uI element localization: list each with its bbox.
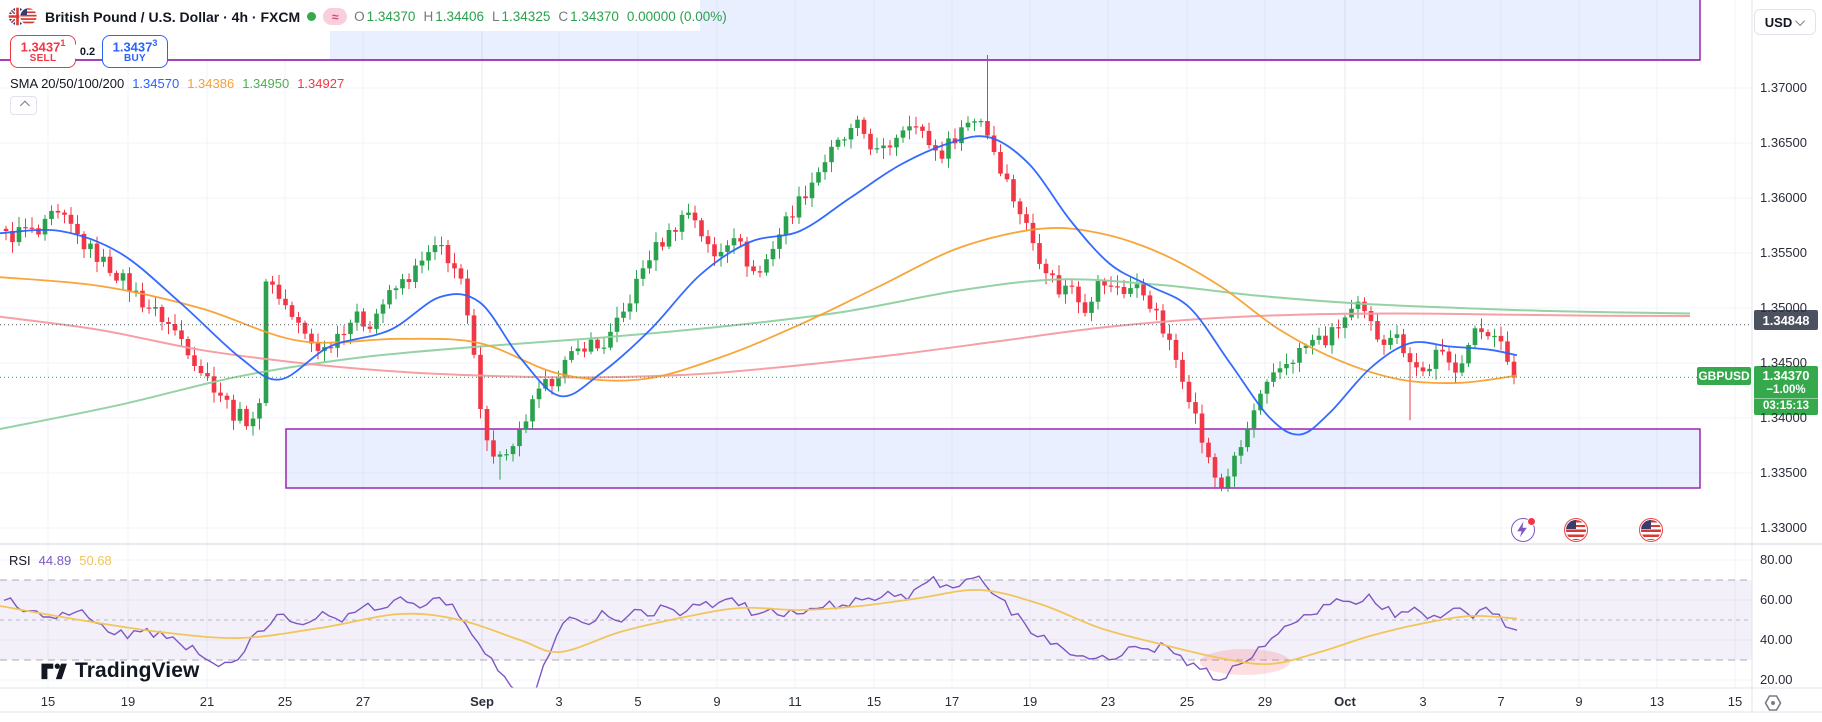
timezone-hexagon-icon[interactable] xyxy=(1761,691,1785,720)
price-scale-label: 1.36000 xyxy=(1760,190,1807,205)
price-scale-label: 1.33000 xyxy=(1760,520,1807,535)
buy-button[interactable]: 1.34373 BUY xyxy=(102,35,168,68)
change-value: 0.00000 (0.00%) xyxy=(626,9,727,24)
price-scale-label: 1.35500 xyxy=(1760,245,1807,260)
price-scale-label: 1.36500 xyxy=(1760,135,1807,150)
time-axis-label: 5 xyxy=(634,694,642,709)
tradingview-logo[interactable]: TradingView xyxy=(40,659,199,683)
candle-countdown: 03:15:13 xyxy=(1754,398,1818,414)
price-scale-label: 1.34000 xyxy=(1760,410,1807,425)
time-axis-label: 21 xyxy=(199,694,215,709)
sma-20-line xyxy=(0,135,1518,436)
price-scale-label: 1.34500 xyxy=(1760,355,1807,370)
candlestick-series xyxy=(3,55,1517,492)
economic-event-us-flag-icon[interactable] xyxy=(1639,518,1663,542)
price-scale-label: 1.37000 xyxy=(1760,80,1807,95)
symbol-header: British Pound / U.S. Dollar · 4h · FXCM … xyxy=(8,7,727,26)
prev-close-price-badge: 1.34848 xyxy=(1754,310,1818,330)
chevron-down-icon xyxy=(1795,15,1806,26)
time-axis-label: 3 xyxy=(1419,694,1427,709)
tradingview-logo-text: TradingView xyxy=(75,659,200,682)
current-price-badge: 1.34370 −1.00% 03:15:13 xyxy=(1754,366,1818,415)
sma50-value: 1.34386 xyxy=(187,76,235,91)
sma20-value: 1.34570 xyxy=(132,76,180,91)
time-axis-label: 15 xyxy=(866,694,882,709)
time-axis-label: 25 xyxy=(1179,694,1195,709)
spread-value: 0.2 xyxy=(74,44,101,59)
market-status-dot xyxy=(307,12,317,21)
tradingview-logo-mark xyxy=(41,663,67,680)
rsi-label: RSI xyxy=(9,553,31,568)
collapse-indicator-button[interactable] xyxy=(10,96,37,115)
sma100-value: 1.34950 xyxy=(242,76,290,91)
price-scale-label: 1.33500 xyxy=(1760,465,1807,480)
sell-button[interactable]: 1.34371 SELL xyxy=(10,35,76,68)
rsi-ma-value: 50.68 xyxy=(79,553,112,568)
price-scale-label: 20.00 xyxy=(1760,672,1793,687)
sma200-value: 1.34927 xyxy=(297,76,345,91)
rsi-value: 44.89 xyxy=(38,553,72,568)
gridlines xyxy=(0,0,1752,688)
ohlc-values: O 1.34370 H 1.34406 L 1.34325 C 1.34370 0.00… xyxy=(354,9,727,24)
time-axis-label: 15 xyxy=(40,694,56,709)
time-axis-label: 7 xyxy=(1497,694,1505,709)
time-axis-label: 25 xyxy=(277,694,293,709)
current-change: −1.00% xyxy=(1766,384,1806,396)
symbol-title[interactable]: British Pound / U.S. Dollar · 4h · FXCM xyxy=(45,8,301,25)
chevron-up-icon xyxy=(19,100,30,111)
current-price: 1.34370 xyxy=(1762,368,1810,383)
sma-label: SMA 20/50/100/200 xyxy=(10,76,125,91)
time-axis-label: 15 xyxy=(1727,694,1743,709)
time-axis-label: 27 xyxy=(355,694,371,709)
currency-selector[interactable]: USD xyxy=(1754,9,1816,35)
time-axis-label: 9 xyxy=(1575,694,1583,709)
price-scale-label: 60.00 xyxy=(1760,592,1793,607)
drawn-zones[interactable] xyxy=(0,0,1701,489)
sma-100-line xyxy=(0,278,1691,430)
time-axis-label: 23 xyxy=(1100,694,1116,709)
economic-event-us-flag-icon[interactable] xyxy=(1564,518,1588,542)
time-axis-label: Sep xyxy=(470,694,494,709)
pair-flags-icon xyxy=(8,7,38,26)
rsi-legend: RSI 44.89 50.68 xyxy=(9,553,112,568)
time-axis-label: 11 xyxy=(788,694,802,709)
price-scale-label: 1.35000 xyxy=(1760,300,1807,315)
time-axis-label: 13 xyxy=(1649,694,1665,709)
rsi-pane xyxy=(0,575,1752,688)
price-scale-label: 40.00 xyxy=(1760,632,1793,647)
time-axis-label: Oct xyxy=(1334,694,1356,709)
symbol-price-label: GBPUSD xyxy=(1697,367,1751,385)
time-axis-label: 19 xyxy=(120,694,136,709)
rsi-line xyxy=(3,575,1518,688)
time-axis-label: 9 xyxy=(713,694,721,709)
price-scale-label: 80.00 xyxy=(1760,552,1793,567)
sma-legend: SMA 20/50/100/200 1.34570 1.34386 1.3495… xyxy=(10,76,344,91)
time-axis-label: 29 xyxy=(1257,694,1273,709)
sma-200-line xyxy=(0,312,1691,379)
time-axis-label: 19 xyxy=(1022,694,1038,709)
sma-50-line xyxy=(0,227,1518,384)
approx-price-badge[interactable]: ≈ xyxy=(323,8,348,25)
time-axis-label: 3 xyxy=(555,694,563,709)
time-axis-label: 17 xyxy=(944,694,960,709)
rsi-ma-line xyxy=(0,589,1518,666)
economic-event-lightning-icon[interactable] xyxy=(1511,517,1536,542)
